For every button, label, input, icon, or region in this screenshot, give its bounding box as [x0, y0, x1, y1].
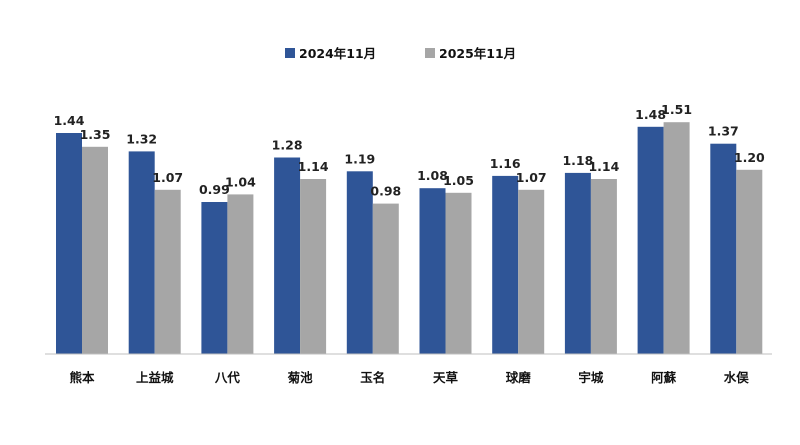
bar-2025-0 [82, 146, 108, 354]
category-label-2: 八代 [214, 370, 241, 385]
value-label-2024-8: 1.48 [635, 107, 666, 122]
value-label-2025-5: 1.05 [443, 173, 474, 188]
value-label-2024-4: 1.19 [344, 151, 375, 166]
bar-2025-8 [663, 122, 690, 354]
bar-2025-9 [736, 169, 763, 354]
category-label-9: 水俣 [724, 370, 750, 385]
category-label-3: 菊池 [287, 370, 314, 385]
bar-2025-5 [445, 192, 472, 354]
value-label-2024-9: 1.37 [708, 124, 739, 139]
value-label-2025-2: 1.04 [225, 174, 256, 189]
value-label-2025-7: 1.14 [588, 159, 619, 174]
value-label-2025-4: 0.98 [370, 184, 401, 199]
category-label-4: 玉名 [360, 370, 385, 385]
bar-2024-1 [128, 151, 155, 354]
legend-label-2025: 2025年11月 [439, 46, 516, 61]
value-label-2025-1: 1.07 [152, 170, 183, 185]
legend: 2024年11月 2025年11月 [285, 46, 516, 61]
category-labels-group: 熊本 上益城 八代 菊池 玉名 天草 球磨 宇城 阿蘇 水俣 [69, 370, 749, 385]
bar-2024-8 [637, 126, 664, 354]
value-label-2025-0: 1.35 [80, 127, 111, 142]
bar-2025-2 [227, 194, 254, 354]
bar-2024-7 [564, 172, 591, 354]
bar-2025-4 [372, 203, 399, 354]
value-label-2025-9: 1.20 [734, 150, 765, 165]
category-label-1: 上益城 [136, 370, 174, 385]
value-label-2024-7: 1.18 [562, 153, 593, 168]
value-label-2024-3: 1.28 [272, 138, 303, 153]
legend-swatch-2025 [425, 48, 435, 58]
bar-2025-1 [154, 189, 181, 354]
category-label-7: 宇城 [578, 370, 604, 385]
bar-2024-3 [274, 157, 301, 354]
bar-2024-2 [201, 202, 228, 354]
value-label-2025-6: 1.07 [516, 170, 547, 185]
bar-2024-4 [346, 171, 373, 354]
bar-2025-3 [300, 179, 327, 354]
bar-2024-0 [56, 133, 82, 354]
value-labels-group: 1.441.35 1.32 1.07 0.991.04 1.28 1.14 1.19 0.98… [54, 102, 765, 198]
bar-2025-7 [590, 179, 617, 354]
bar-2024-5 [419, 188, 446, 354]
category-label-6: 球磨 [506, 370, 532, 385]
value-label-2024-2: 0.99 [199, 182, 230, 197]
value-label-2024-6: 1.16 [490, 156, 521, 171]
bar-2024-6 [492, 175, 519, 354]
value-label-2024-0: 1.44 [54, 113, 85, 128]
category-label-0: 熊本 [69, 370, 95, 385]
value-label-2025-3: 1.14 [298, 159, 329, 174]
value-label-2025-8: 1.51 [661, 102, 692, 117]
value-label-2024-5: 1.08 [417, 168, 448, 183]
category-label-5: 天草 [433, 370, 459, 385]
legend-swatch-2024 [285, 48, 295, 58]
bars-group [56, 122, 763, 354]
value-label-2024-1: 1.32 [126, 131, 157, 146]
bar-2025-6 [518, 189, 545, 354]
bar-2024-9 [710, 143, 737, 354]
category-label-8: 阿蘇 [651, 370, 677, 385]
legend-label-2024: 2024年11月 [299, 46, 376, 61]
